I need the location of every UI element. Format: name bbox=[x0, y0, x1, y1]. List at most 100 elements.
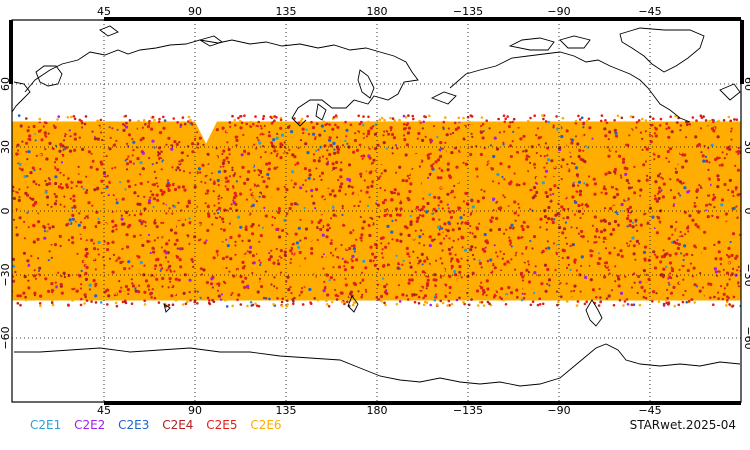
observation-point bbox=[94, 294, 98, 298]
observation-point bbox=[453, 184, 456, 188]
observation-point bbox=[123, 275, 126, 278]
observation-point bbox=[362, 259, 366, 263]
observation-point bbox=[661, 195, 666, 199]
observation-point bbox=[215, 147, 218, 150]
observation-point bbox=[538, 281, 541, 284]
observation-point bbox=[451, 246, 454, 249]
observation-point bbox=[540, 191, 543, 194]
observation-point bbox=[546, 240, 549, 243]
observation-point bbox=[665, 127, 668, 130]
observation-point bbox=[698, 262, 702, 266]
observation-point bbox=[241, 165, 245, 169]
observation-point bbox=[617, 268, 621, 272]
observation-point bbox=[81, 155, 84, 158]
observation-point bbox=[60, 191, 64, 194]
observation-point bbox=[635, 126, 638, 129]
observation-point bbox=[180, 167, 184, 170]
observation-point bbox=[275, 221, 280, 225]
observation-point bbox=[527, 271, 531, 274]
observation-point bbox=[203, 225, 207, 228]
observation-point bbox=[420, 294, 423, 297]
observation-point bbox=[48, 264, 51, 267]
observation-point bbox=[346, 177, 350, 181]
observation-point bbox=[100, 127, 104, 131]
observation-point bbox=[728, 178, 732, 182]
observation-point bbox=[50, 288, 55, 292]
observation-point bbox=[180, 171, 184, 175]
observation-point bbox=[693, 159, 697, 163]
observation-point bbox=[265, 162, 269, 166]
observation-point bbox=[253, 143, 256, 146]
observation-point bbox=[385, 130, 389, 133]
observation-point bbox=[607, 294, 611, 298]
observation-point bbox=[188, 221, 192, 225]
observation-point bbox=[121, 260, 125, 263]
observation-point bbox=[394, 219, 397, 222]
observation-point bbox=[580, 255, 584, 259]
observation-point bbox=[275, 200, 278, 203]
observation-point bbox=[292, 219, 296, 222]
observation-point bbox=[577, 209, 581, 213]
observation-point bbox=[70, 186, 73, 190]
observation-point bbox=[303, 201, 307, 205]
observation-point bbox=[647, 165, 651, 169]
observation-point bbox=[183, 273, 187, 277]
observation-point bbox=[368, 218, 372, 222]
observation-point bbox=[328, 218, 332, 223]
observation-point bbox=[529, 213, 534, 217]
observation-point bbox=[693, 202, 696, 205]
observation-point bbox=[231, 136, 235, 140]
observation-point bbox=[721, 182, 724, 185]
observation-point bbox=[676, 202, 679, 205]
observation-point bbox=[716, 167, 720, 171]
observation-point bbox=[346, 261, 349, 264]
observation-point bbox=[453, 171, 457, 176]
observation-point bbox=[483, 190, 486, 193]
observation-point bbox=[488, 127, 491, 130]
observation-point bbox=[408, 177, 411, 180]
observation-point bbox=[253, 173, 256, 176]
observation-point bbox=[681, 273, 685, 277]
observation-point bbox=[190, 222, 194, 225]
observation-point bbox=[399, 274, 404, 278]
observation-point bbox=[389, 213, 393, 218]
observation-point bbox=[163, 119, 167, 122]
observation-point bbox=[60, 291, 64, 295]
observation-point bbox=[575, 226, 578, 230]
observation-point bbox=[692, 226, 695, 229]
observation-point bbox=[286, 161, 291, 166]
observation-point bbox=[711, 183, 715, 187]
observation-point bbox=[84, 271, 88, 276]
observation-point bbox=[159, 263, 163, 267]
observation-point bbox=[405, 165, 408, 168]
observation-point bbox=[124, 218, 127, 221]
observation-point bbox=[354, 217, 358, 221]
observation-point bbox=[624, 197, 628, 201]
observation-point bbox=[391, 219, 394, 223]
observation-point bbox=[589, 278, 593, 282]
observation-point bbox=[730, 130, 733, 133]
observation-point bbox=[304, 142, 308, 146]
observation-point bbox=[185, 204, 189, 208]
observation-point bbox=[235, 180, 238, 183]
observation-point bbox=[460, 230, 464, 234]
observation-point bbox=[371, 283, 375, 287]
observation-point bbox=[326, 293, 330, 297]
observation-point bbox=[545, 194, 550, 199]
observation-point bbox=[121, 228, 124, 231]
observation-point bbox=[210, 282, 214, 286]
observation-point bbox=[386, 132, 391, 136]
observation-point bbox=[331, 162, 335, 166]
observation-point bbox=[583, 202, 586, 205]
observation-point bbox=[521, 275, 525, 279]
observation-point bbox=[653, 132, 657, 135]
observation-point bbox=[393, 188, 397, 192]
observation-point bbox=[329, 217, 333, 220]
observation-point bbox=[726, 298, 729, 302]
observation-point bbox=[613, 249, 617, 253]
observation-point bbox=[728, 278, 731, 281]
observation-point bbox=[257, 168, 260, 172]
observation-point bbox=[732, 144, 736, 148]
observation-point bbox=[303, 236, 308, 240]
observation-point bbox=[442, 156, 446, 159]
